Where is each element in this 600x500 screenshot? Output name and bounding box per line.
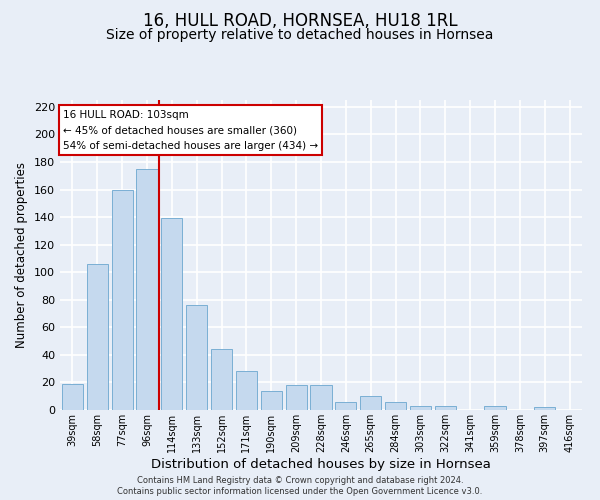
Bar: [435, 406, 456, 410]
Text: Contains HM Land Registry data © Crown copyright and database right 2024.: Contains HM Land Registry data © Crown c…: [137, 476, 463, 485]
Bar: [62, 384, 83, 410]
Bar: [410, 406, 431, 410]
Text: 16, HULL ROAD, HORNSEA, HU18 1RL: 16, HULL ROAD, HORNSEA, HU18 1RL: [143, 12, 457, 30]
Bar: [385, 402, 406, 410]
Bar: [236, 372, 257, 410]
Bar: [186, 306, 207, 410]
Bar: [261, 390, 282, 410]
Bar: [87, 264, 108, 410]
Bar: [161, 218, 182, 410]
Text: Contains public sector information licensed under the Open Government Licence v3: Contains public sector information licen…: [118, 488, 482, 496]
X-axis label: Distribution of detached houses by size in Hornsea: Distribution of detached houses by size …: [151, 458, 491, 470]
Text: Size of property relative to detached houses in Hornsea: Size of property relative to detached ho…: [106, 28, 494, 42]
Bar: [136, 169, 158, 410]
Bar: [286, 385, 307, 410]
Bar: [112, 190, 133, 410]
Y-axis label: Number of detached properties: Number of detached properties: [16, 162, 28, 348]
Bar: [360, 396, 381, 410]
Bar: [335, 402, 356, 410]
Text: 16 HULL ROAD: 103sqm
← 45% of detached houses are smaller (360)
54% of semi-deta: 16 HULL ROAD: 103sqm ← 45% of detached h…: [63, 110, 318, 151]
Bar: [484, 406, 506, 410]
Bar: [310, 385, 332, 410]
Bar: [211, 350, 232, 410]
Bar: [534, 407, 555, 410]
